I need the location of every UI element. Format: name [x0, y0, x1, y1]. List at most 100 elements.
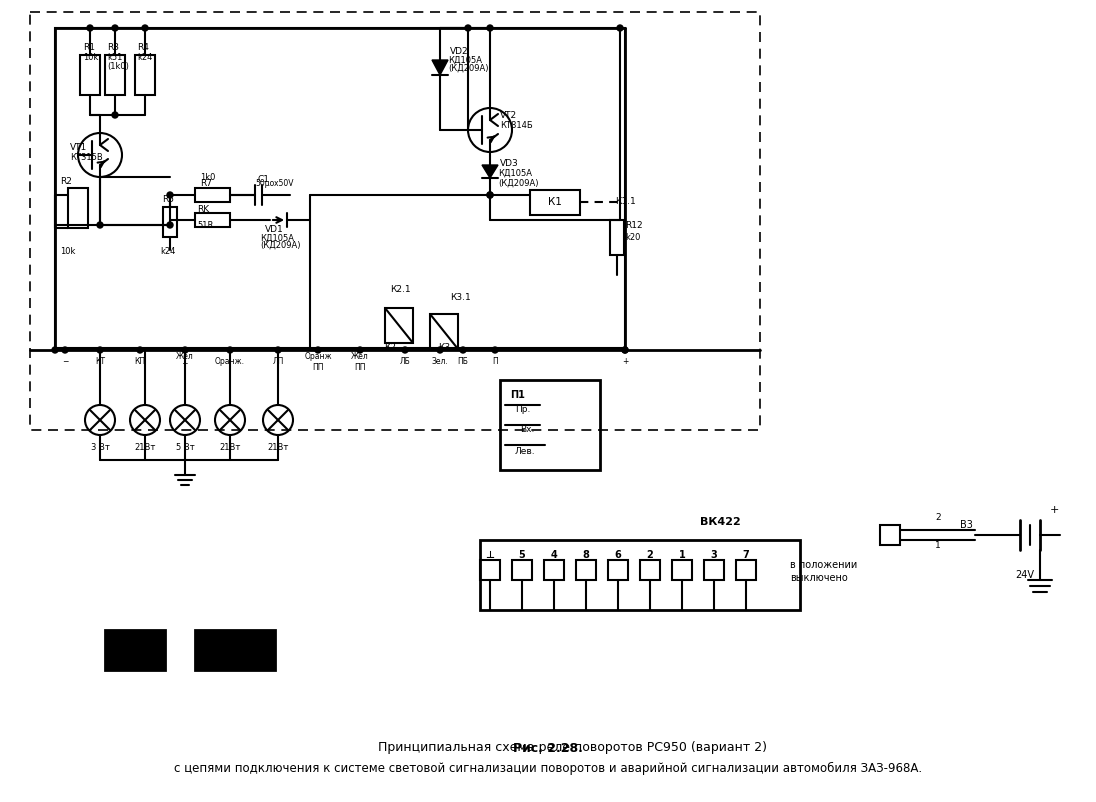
Text: Пр.: Пр.: [515, 406, 530, 415]
Text: 21Вт: 21Вт: [267, 444, 288, 452]
Text: C1: C1: [258, 175, 270, 184]
Polygon shape: [432, 60, 448, 75]
Text: ЛП: ЛП: [272, 358, 284, 367]
Circle shape: [315, 347, 321, 353]
Text: КТ315В: КТ315В: [70, 152, 103, 161]
Circle shape: [275, 347, 281, 353]
Text: К3.1: К3.1: [450, 294, 471, 302]
Bar: [512, 560, 532, 580]
Text: (КД209А): (КД209А): [260, 241, 300, 249]
Text: 50μox50V: 50μox50V: [255, 180, 294, 188]
Text: 2: 2: [935, 513, 940, 522]
Circle shape: [357, 347, 363, 353]
Text: 51R: 51R: [197, 221, 214, 229]
Text: К1: К1: [548, 197, 562, 207]
Text: Оранж.: Оранж.: [215, 358, 246, 367]
Bar: [480, 560, 500, 580]
Text: 1k0: 1k0: [199, 173, 216, 183]
Bar: [105, 55, 125, 95]
Bar: [704, 560, 724, 580]
Text: Лев.: Лев.: [515, 448, 536, 456]
Circle shape: [460, 347, 466, 353]
Text: (1k0): (1k0): [107, 63, 129, 71]
Circle shape: [492, 347, 498, 353]
Circle shape: [487, 25, 493, 31]
Bar: [195, 630, 275, 670]
Bar: [880, 525, 900, 545]
Text: Зел.: Зел.: [432, 358, 448, 367]
Circle shape: [623, 347, 628, 353]
Text: VT2: VT2: [500, 111, 517, 119]
Circle shape: [87, 25, 93, 31]
Text: П1: П1: [510, 390, 525, 400]
Circle shape: [98, 222, 103, 228]
Circle shape: [227, 347, 233, 353]
Bar: [610, 220, 624, 255]
Circle shape: [52, 347, 58, 353]
Polygon shape: [482, 165, 498, 178]
Text: ПП: ПП: [117, 647, 127, 653]
Text: 7: 7: [743, 550, 750, 560]
Text: 5: 5: [518, 550, 525, 560]
Bar: [608, 560, 628, 580]
Text: Вх.: Вх.: [520, 426, 535, 435]
Circle shape: [182, 347, 189, 353]
Bar: [195, 188, 230, 202]
Text: К2.1: К2.1: [390, 286, 411, 294]
Circle shape: [142, 25, 148, 31]
Text: КТ814Б: КТ814Б: [500, 120, 533, 129]
Bar: [640, 560, 660, 580]
Text: −: −: [61, 358, 68, 367]
Text: 10k: 10k: [83, 54, 99, 63]
Text: выключено: выключено: [790, 573, 847, 583]
Bar: [68, 188, 88, 228]
Text: КД105А: КД105А: [260, 233, 294, 242]
Bar: [195, 213, 230, 227]
Circle shape: [487, 192, 493, 198]
Text: КП: КП: [135, 358, 146, 367]
Circle shape: [62, 347, 68, 353]
Bar: [737, 560, 756, 580]
Text: КД105А: КД105А: [498, 168, 532, 177]
Text: ЛБ: ЛБ: [400, 358, 410, 367]
Text: ПТ  ПТ: ПТ ПТ: [244, 646, 265, 650]
Text: в положении: в положении: [790, 560, 857, 570]
Bar: [672, 560, 692, 580]
Text: 21Вт: 21Вт: [219, 444, 241, 452]
Text: Жёл
Т: Жёл Т: [176, 352, 194, 371]
Circle shape: [112, 25, 118, 31]
Bar: [105, 630, 165, 670]
Circle shape: [465, 25, 471, 31]
Text: К3: К3: [438, 343, 450, 353]
Bar: [135, 55, 155, 95]
Circle shape: [402, 347, 408, 353]
Text: (КД209А): (КД209А): [498, 179, 538, 188]
Text: +: +: [621, 358, 628, 367]
Text: КД105А: КД105А: [448, 55, 482, 64]
Bar: [430, 314, 458, 349]
Text: ⊥: ⊥: [486, 550, 494, 560]
Text: КТ: КТ: [95, 358, 105, 367]
Text: R7: R7: [199, 179, 212, 188]
Text: 24V: 24V: [1015, 570, 1034, 580]
Text: П: П: [492, 358, 498, 367]
Text: RK: RK: [197, 205, 209, 214]
Text: 3 Вт: 3 Вт: [91, 444, 110, 452]
Text: В3: В3: [960, 520, 973, 530]
Text: Жёл
ПП: Жёл ПП: [351, 352, 369, 371]
Circle shape: [112, 112, 118, 118]
Text: R4: R4: [137, 43, 149, 51]
Text: 6: 6: [615, 550, 621, 560]
Text: R2: R2: [60, 177, 72, 187]
Text: 2: 2: [647, 550, 653, 560]
Text: k24: k24: [137, 54, 152, 63]
Text: ПБ ПБ: ПБ ПБ: [204, 645, 226, 651]
Text: КП: КП: [147, 647, 157, 653]
Circle shape: [137, 347, 142, 353]
Text: 8: 8: [583, 550, 590, 560]
Text: 21Вт: 21Вт: [135, 444, 156, 452]
Text: ПБ: ПБ: [457, 358, 468, 367]
Text: (КД209А): (КД209А): [448, 63, 489, 72]
Circle shape: [98, 347, 103, 353]
Text: VD3: VD3: [500, 159, 518, 168]
